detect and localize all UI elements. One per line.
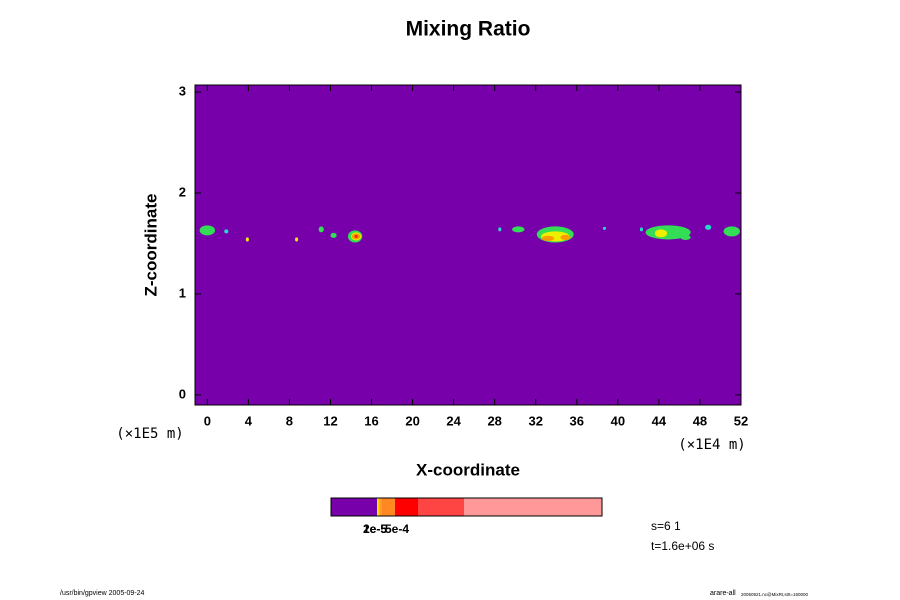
x-tick-label: 28: [487, 413, 501, 428]
plot-background: [195, 85, 741, 405]
colorbar-segment: [464, 498, 602, 516]
colorbar-segment: [418, 498, 464, 516]
contour-patch: [330, 232, 337, 238]
contour-patch: [498, 227, 502, 232]
x-tick-label: 16: [364, 413, 378, 428]
x-tick-label: 44: [652, 413, 667, 428]
x-tick-label: 0: [204, 413, 211, 428]
contour-patch: [560, 234, 571, 240]
contour-patch: [199, 225, 216, 236]
colorbar-frame: [330, 497, 603, 517]
x-tick-label: 8: [286, 413, 293, 428]
colorbar-segment: [380, 498, 382, 516]
contour-patch: [654, 229, 668, 238]
footer-left: /usr/bin/gpview 2005-09-24: [60, 590, 145, 597]
contour-patch: [245, 237, 249, 242]
x-tick-label: 48: [693, 413, 707, 428]
footer-right-sub: 20050921.nc@MixRt,s0t=160000: [741, 592, 808, 597]
contour-patch: [354, 234, 358, 238]
x-tick-label: 24: [446, 413, 461, 428]
colorbar-segment: [331, 498, 377, 516]
contour-patch: [224, 229, 229, 234]
x-tick-label: 12: [323, 413, 337, 428]
x-unit: (×1E4 m): [678, 437, 745, 453]
contour-patch: [680, 234, 691, 240]
x-tick-label: 40: [611, 413, 625, 428]
x-tick-label: 32: [529, 413, 543, 428]
plot-frame: [194, 84, 742, 406]
colorbar-label: 2e-5: [363, 522, 387, 536]
contour-patch: [705, 224, 712, 230]
x-tick-label: 52: [734, 413, 748, 428]
x-axis-label: X-coordinate: [416, 460, 520, 479]
colorbar-segment: [377, 498, 379, 516]
annotation: s=6 1: [651, 519, 681, 533]
y-unit: (×1E5 m): [116, 426, 183, 442]
contour-patch: [541, 235, 555, 241]
colorbar-segment: [382, 498, 395, 516]
colorbar-segment: [378, 498, 380, 516]
x-tick-label: 4: [245, 413, 253, 428]
contour-patch: [318, 226, 324, 233]
chart-title: Mixing Ratio: [406, 18, 531, 41]
colorbar-label: 5e-4: [385, 522, 409, 536]
y-axis-label: Z-coordinate: [141, 194, 160, 297]
footer-right: arare-all: [710, 590, 736, 597]
colorbar-segment: [395, 498, 418, 516]
colorbar-label: 1e-5: [363, 522, 387, 536]
contour-patch: [295, 237, 299, 242]
x-tick-label: 36: [570, 413, 584, 428]
contour-patch: [723, 226, 740, 237]
x-tick-label: 20: [405, 413, 419, 428]
contour-patch: [639, 227, 643, 232]
annotation: t=1.6e+06 s: [651, 539, 714, 553]
y-tick-label: 1: [179, 285, 186, 300]
y-tick-label: 3: [179, 84, 186, 99]
y-tick-label: 2: [179, 184, 186, 199]
contour-patch: [512, 226, 525, 233]
contour-patch: [602, 226, 607, 230]
y-tick-label: 0: [179, 386, 186, 401]
